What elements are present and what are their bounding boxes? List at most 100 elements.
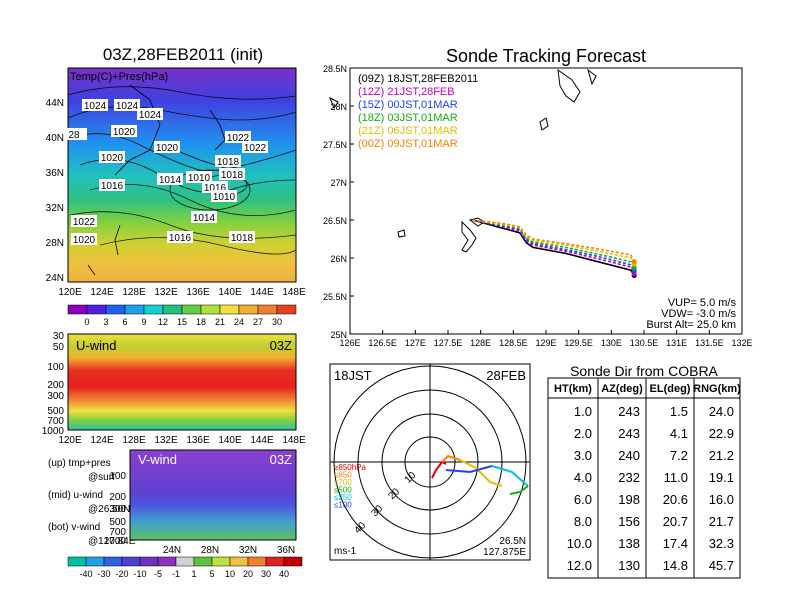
isobar-label-bg xyxy=(211,190,237,202)
colorbar-tick: 24 xyxy=(234,317,244,327)
table-cell: 243 xyxy=(618,426,640,441)
isobar-value: 1014 xyxy=(193,213,216,224)
lon-tick-label: 128E xyxy=(122,435,146,446)
isobar-label: 1014 xyxy=(191,211,217,224)
v-wind-frame xyxy=(129,449,297,541)
colorbar-tick: 30 xyxy=(272,317,282,327)
isobar-label: 1022 xyxy=(242,141,268,154)
legend-entry: (09Z) 18JST,28FEB2011 xyxy=(358,73,478,85)
lon-tick-label: 126E xyxy=(339,338,360,348)
isobar-label: 1020 xyxy=(154,141,180,154)
table-cell: 6.0 xyxy=(574,492,592,507)
isobar-value: 1018 xyxy=(221,170,244,181)
lon-tick-label: 120E xyxy=(58,435,82,446)
lon-tick-label: 132E xyxy=(731,338,752,348)
isobar-label: 1022 xyxy=(225,131,251,144)
polar-level-legend: ≥850hPa≤850≤700≤500≤250≤100 xyxy=(334,463,367,510)
track-line xyxy=(472,219,635,265)
isobar-value: 1010 xyxy=(188,173,211,184)
lon-tick-label: 128.5E xyxy=(499,338,528,348)
u-wind-field xyxy=(68,334,296,430)
table-cell: 8.0 xyxy=(574,514,592,529)
lon-tick-label: 126.5E xyxy=(368,338,397,348)
colorbar-tick: 3 xyxy=(103,317,108,327)
track-line xyxy=(472,219,635,269)
colorbar-swatch xyxy=(200,304,221,315)
isobar-label: 28 xyxy=(61,128,87,141)
isobar-value: 1020 xyxy=(73,235,96,246)
colorbar-swatch xyxy=(143,304,164,315)
pressure-tick-label: 700 xyxy=(47,416,64,427)
lon-tick-label: 129.5E xyxy=(564,338,593,348)
colorbar-swatch xyxy=(247,556,267,567)
table-cell: 240 xyxy=(618,448,640,463)
okinawa-coast xyxy=(329,68,597,253)
v-wind-lat-ticks: 24N 28N 32N 36N xyxy=(163,545,295,556)
lat-tick-label: 32N xyxy=(46,203,64,214)
weather-map-lat-ticks: 44N 40N 36N 32N 28N 24N xyxy=(46,98,64,284)
level-legend-entry: ≤250 xyxy=(334,493,352,502)
colorbar-tick: 1 xyxy=(191,569,196,579)
polar-loc-lat: 26.5N xyxy=(499,536,526,547)
table-cell: 21.7 xyxy=(709,514,734,529)
lon-tick-label: 132E xyxy=(154,435,178,446)
track-line xyxy=(472,219,635,275)
legend-entry: (15Z) 00JST,01MAR xyxy=(358,99,458,111)
isobar-label: 1018 xyxy=(215,155,241,168)
colorbar-tick: 12 xyxy=(158,317,168,327)
isobar-label-bg xyxy=(111,125,137,137)
isobar-value: 1016 xyxy=(204,183,227,194)
legend-entry: (18Z) 03JST,01MAR xyxy=(358,112,458,124)
lat-tick-label: 32N xyxy=(239,545,257,556)
isobar-label: 1016 xyxy=(99,179,125,192)
table-frame xyxy=(547,377,741,579)
lon-tick-label: 131E xyxy=(666,338,687,348)
polar-unit: ms-1 xyxy=(334,546,357,557)
isobar-value: 1016 xyxy=(101,181,124,192)
lon-tick-label: 128E xyxy=(122,287,146,298)
isobar-label-bg xyxy=(154,141,180,153)
colorbar-tick: 0 xyxy=(84,317,89,327)
table-header: RNG(km) xyxy=(693,383,741,395)
table-cell: 32.3 xyxy=(709,536,734,551)
table-cell: 20.6 xyxy=(663,492,688,507)
isobar-label: 1018 xyxy=(229,231,255,244)
colorbar-tick: -40 xyxy=(79,569,92,579)
isobar-label-bg xyxy=(137,108,163,120)
track-line xyxy=(472,219,635,276)
isobar-label: 1024 xyxy=(82,99,108,112)
table-cell: 243 xyxy=(618,404,640,419)
lat-tick-label: 27.5N xyxy=(323,140,347,150)
wind-colorbar: -40 -30 -20 -10 -5 -1 1 5 10 20 30 40 xyxy=(67,556,303,579)
isobar-value: 1020 xyxy=(101,153,124,164)
table-cell: 138 xyxy=(618,536,640,551)
colorbar-tick: 20 xyxy=(243,569,253,579)
note-line: @26.50N xyxy=(88,504,130,515)
table-cell: 14.8 xyxy=(663,558,688,573)
isobar-label: 1010 xyxy=(211,190,237,203)
table-cell: 156 xyxy=(618,514,640,529)
colorbar-swatch xyxy=(86,304,107,315)
table-cell: 4.0 xyxy=(574,470,592,485)
table-cell: 2.0 xyxy=(574,426,592,441)
track-end-point xyxy=(631,265,637,271)
isobar-label: 1020 xyxy=(71,233,97,246)
pressure-tick-label: 30 xyxy=(53,331,65,342)
colorbar-tick: -1 xyxy=(172,569,180,579)
pressure-tick-label: 100 xyxy=(109,471,126,482)
weather-map-lon-ticks: 120E 124E 128E 132E 136E 140E 144E 148E xyxy=(58,287,306,298)
legend-entry: (00Z) 09JST,01MAR xyxy=(358,138,458,150)
colorbar-tick: 15 xyxy=(177,317,187,327)
colorbar-swatch xyxy=(67,304,88,315)
colorbar-swatch xyxy=(103,556,123,567)
track-title: Sonde Tracking Forecast xyxy=(446,46,646,66)
lon-tick-label: 124E xyxy=(90,287,114,298)
table-cell: 4.1 xyxy=(670,426,688,441)
colorbar-swatch xyxy=(276,304,297,315)
colorbar-swatch xyxy=(211,556,231,567)
table-cell: 20.7 xyxy=(663,514,688,529)
level-legend-entry: ≥850hPa xyxy=(334,463,367,472)
table-header: EL(deg) xyxy=(650,383,691,395)
isobar-label: 1020 xyxy=(111,125,137,138)
colorbar-swatch xyxy=(181,304,202,315)
